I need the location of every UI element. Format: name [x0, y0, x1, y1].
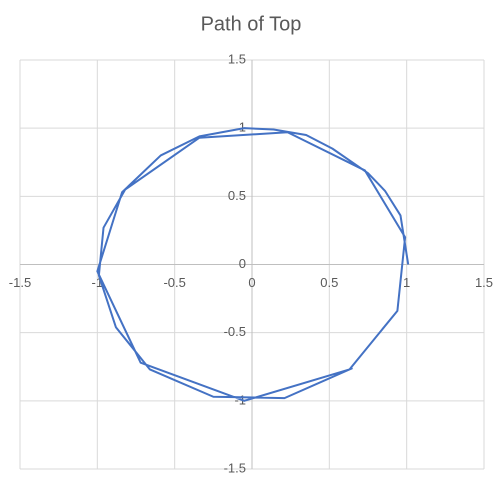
x-tick-label: 1.5: [475, 275, 493, 290]
y-tick-label: 0.5: [228, 188, 246, 203]
y-tick-label: 1: [239, 120, 246, 135]
x-tick-label: 0: [248, 275, 255, 290]
y-tick-label: -1.5: [224, 460, 246, 475]
y-tick-label: -0.5: [224, 324, 246, 339]
chart-title: Path of Top: [201, 13, 302, 35]
x-tick-label: 1: [403, 275, 410, 290]
data-line: [96, 127, 410, 402]
x-tick-label: -1.5: [9, 275, 31, 290]
x-tick-label: -0.5: [163, 275, 185, 290]
y-tick-label: 0: [239, 256, 246, 271]
x-tick-label: -1: [92, 275, 104, 290]
x-tick-label: 0.5: [320, 275, 338, 290]
y-tick-label: 1.5: [228, 51, 246, 66]
